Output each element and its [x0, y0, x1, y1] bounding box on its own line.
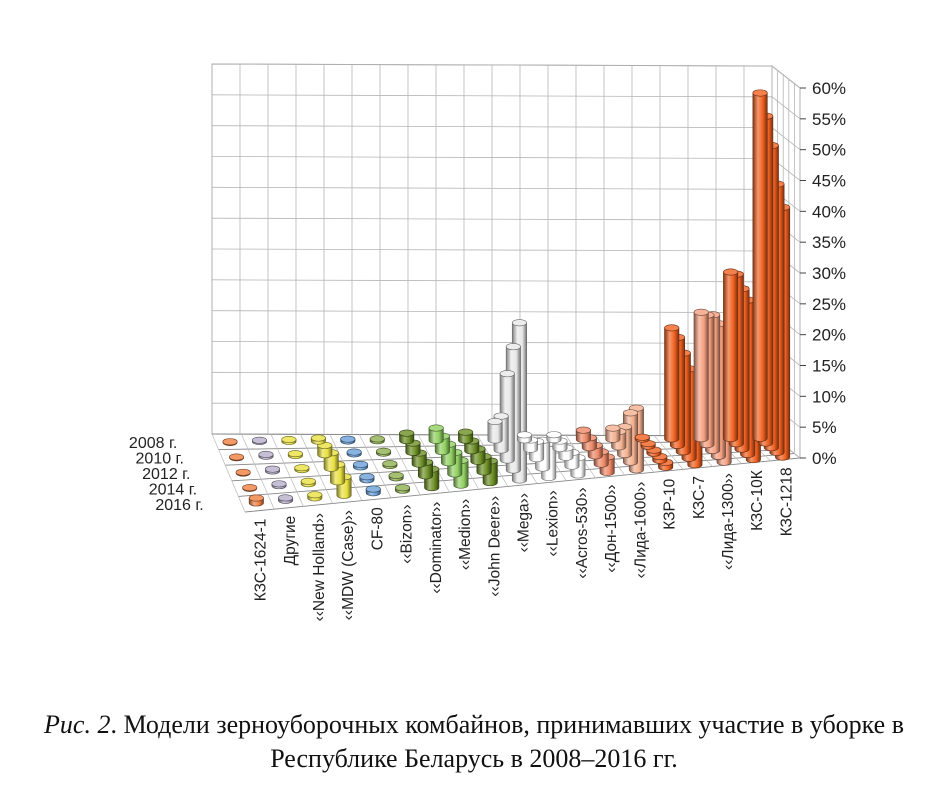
- bar-2014г-5: [388, 471, 404, 482]
- bar-2008г-5: [369, 435, 385, 445]
- bar-2008г-4: [340, 435, 356, 445]
- category-label: КЗС-10К: [749, 470, 766, 531]
- bar-2008г-16: [693, 308, 709, 443]
- series-labels: 2008 г.2010 г.2012 г.2014 г.2016 г.: [129, 435, 204, 514]
- bar-2008г-2: [281, 435, 297, 445]
- bar-2008г-10: [516, 431, 532, 444]
- bar-2010г-4: [346, 448, 362, 458]
- category-label: ‹‹Medion››: [457, 499, 474, 570]
- bar-2012г-1: [265, 465, 281, 475]
- category-label: КЗС-1624-1: [253, 519, 270, 602]
- bar-2012г-0: [235, 468, 251, 477]
- bar-2016г-1: [278, 494, 294, 504]
- category-label: ‹‹Лида-1300››: [720, 473, 737, 570]
- figure-number: Рис. 2: [44, 710, 111, 739]
- bar-2008г-3: [310, 434, 326, 445]
- bar-2014г-4: [359, 473, 375, 484]
- bar-2008г-15: [664, 324, 680, 443]
- bar-2008г-9: [487, 417, 503, 444]
- bar-2014г-0: [242, 484, 258, 492]
- z-tick-label: 45%: [812, 172, 846, 191]
- z-tick-label: 5%: [812, 418, 837, 437]
- bar-2010г-5: [376, 447, 392, 457]
- bar-2008г-14: [634, 433, 650, 443]
- bar-2012г-5: [382, 460, 398, 469]
- bar-2010г-0: [229, 453, 245, 462]
- category-label: ‹‹Лида-1600››: [632, 482, 649, 579]
- bar-2016г-4: [365, 485, 381, 497]
- bar-2014г-1: [271, 480, 287, 490]
- bar-2008г-0: [222, 438, 238, 446]
- category-label: ‹‹Дон-1500››: [603, 484, 620, 572]
- bar-2016г-5: [395, 484, 411, 494]
- category-label: Другие: [282, 516, 299, 566]
- z-axis-ticks: 0% 5% 10% 15% 20% 25% 30% 35% 40% 45% 50% 55% 60%: [800, 79, 846, 468]
- bar-2016г-0: [248, 494, 264, 507]
- chart: 0% 5% 10% 15% 20% 25% 30% 35% 40% 45% 50% 55% 60% КЗ…: [129, 63, 846, 621]
- series-label: 2008 г.: [129, 435, 177, 452]
- bar-2008г-6: [399, 429, 415, 445]
- category-label: КЗС-1218: [778, 467, 795, 536]
- bar-2008г-18: [752, 89, 768, 442]
- bar-2014г-2: [300, 477, 316, 488]
- series-label: 2014 г.: [149, 482, 197, 499]
- category-label: ‹‹John Deere››: [486, 496, 503, 597]
- x-axis-labels: КЗС-1624-1 Другие ‹‹New Holland›› ‹‹MDW (Ca…: [253, 467, 796, 621]
- bar-2010г-2: [287, 450, 303, 459]
- bar-2008г-11: [546, 431, 562, 444]
- z-tick-label: 35%: [812, 233, 846, 252]
- category-label: ‹‹Acros-530››: [574, 487, 591, 578]
- category-label: ‹‹Bizon››: [399, 504, 416, 563]
- bar-2008г-17: [723, 268, 739, 442]
- z-tick-label: 30%: [812, 264, 846, 283]
- z-tick-label: 25%: [812, 295, 846, 314]
- category-label: ‹‹Lexion››: [545, 490, 562, 556]
- z-tick-label: 50%: [812, 141, 846, 160]
- bar-2012г-4: [353, 460, 369, 471]
- series-label: 2016 г.: [155, 497, 203, 514]
- bar-2008г-12: [575, 426, 591, 443]
- category-label: ‹‹Dominator››: [428, 502, 445, 594]
- z-tick-label: 0%: [812, 449, 837, 468]
- series-label: 2012 г.: [142, 466, 190, 483]
- category-label: КЗС-7: [691, 476, 708, 519]
- z-tick-label: 15%: [812, 357, 846, 376]
- category-label: КЗР-10: [662, 478, 679, 529]
- figure-caption-text: . Модели зерноуборочных комбайнов, прини…: [110, 710, 904, 773]
- z-tick-label: 10%: [812, 387, 846, 406]
- bar-2008г-7: [428, 424, 444, 444]
- z-tick-label: 40%: [812, 202, 846, 221]
- bar-2008г-13: [605, 424, 621, 443]
- z-tick-label: 20%: [812, 326, 846, 345]
- bar-2008г-1: [251, 436, 267, 445]
- bar-2012г-2: [294, 464, 310, 474]
- category-label: ‹‹Mega››: [516, 493, 533, 552]
- z-tick-label: 55%: [812, 110, 846, 129]
- z-tick-label: 60%: [812, 79, 846, 98]
- chart-bars: [222, 89, 791, 507]
- category-label: ‹‹MDW (Case)››: [340, 510, 357, 620]
- bar-2010г-1: [258, 450, 274, 460]
- category-label: ‹‹New Holland››: [311, 513, 328, 622]
- bar-2016г-2: [307, 491, 323, 502]
- series-label: 2010 г.: [136, 450, 184, 467]
- category-label: CF-80: [369, 507, 386, 550]
- figure-caption: Рис. 2. Модели зерноуборочных комбайнов,…: [0, 708, 948, 776]
- bar-2008г-8: [458, 428, 474, 444]
